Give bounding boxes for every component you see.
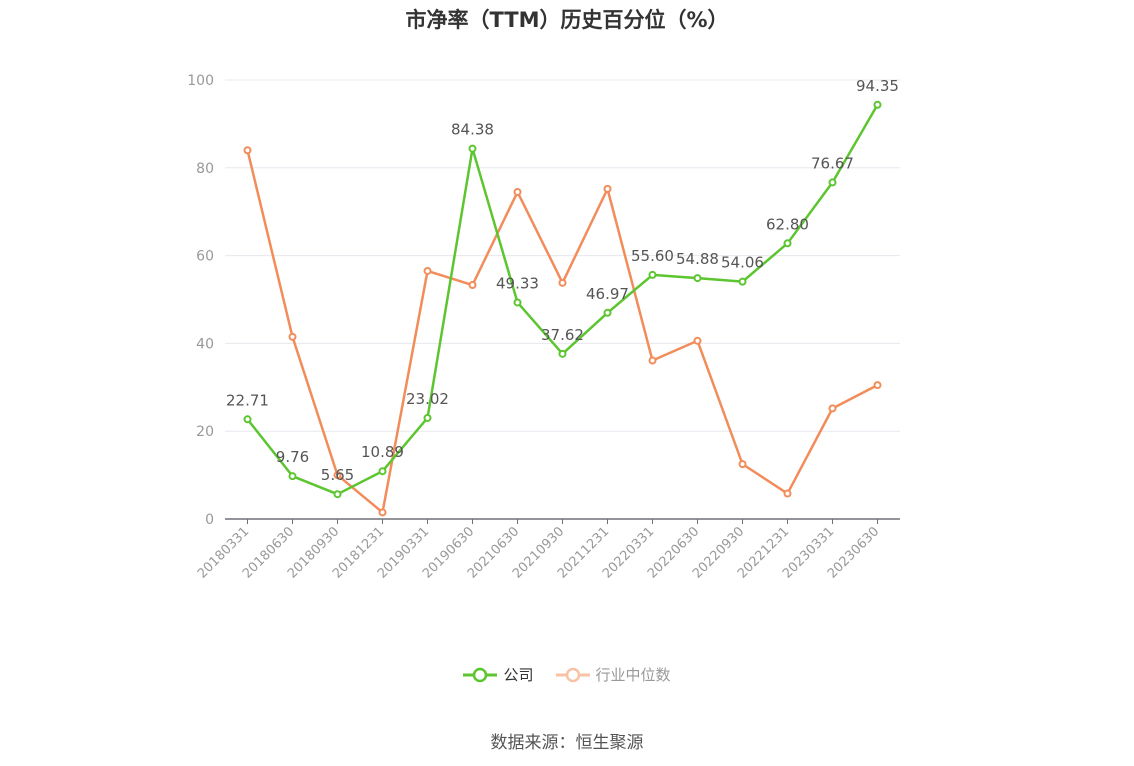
y-axis-ticks: 0 20 40 60 80 100: [187, 73, 214, 528]
y-tick-label: 40: [196, 336, 214, 352]
data-point[interactable]: [378, 467, 387, 476]
data-label: 84.38: [451, 121, 494, 139]
data-point[interactable]: [738, 460, 747, 469]
data-point[interactable]: [648, 270, 657, 279]
data-point[interactable]: [288, 332, 297, 341]
y-tick-label: 20: [196, 424, 214, 440]
data-label: 76.67: [811, 154, 854, 172]
data-label: 94.35: [856, 77, 899, 95]
data-point[interactable]: [558, 278, 567, 287]
data-point[interactable]: [738, 277, 747, 286]
legend-item-company[interactable]: 公司: [463, 664, 534, 685]
data-label: 62.80: [766, 215, 809, 233]
data-label: 49.33: [496, 274, 539, 292]
data-point[interactable]: [828, 178, 837, 187]
data-label: 5.65: [321, 466, 354, 484]
data-label: 54.88: [676, 250, 719, 268]
series-line: [246, 104, 879, 496]
data-point[interactable]: [783, 489, 792, 498]
data-point[interactable]: [468, 144, 477, 153]
data-label: 37.62: [541, 326, 584, 344]
data-point[interactable]: [603, 184, 612, 193]
legend-industry-swatch-icon: [555, 667, 590, 682]
data-point[interactable]: [603, 308, 612, 317]
data-point[interactable]: [873, 381, 882, 390]
data-label: 23.02: [406, 390, 449, 408]
data-labels: 22.71 9.76 5.65 10.89 23.02 84.38 49.33 37.62 46…: [226, 77, 899, 484]
data-point[interactable]: [243, 415, 252, 424]
x-axis-ticks: 2018033120180630201809302018123120190331…: [195, 519, 882, 582]
data-label: 54.06: [721, 254, 764, 272]
y-tick-label: 80: [196, 161, 214, 177]
y-tick-label: 60: [196, 249, 214, 265]
data-point[interactable]: [828, 404, 837, 413]
y-tick-label: 100: [187, 73, 214, 89]
legend-item-industry[interactable]: 行业中位数: [555, 664, 671, 685]
data-point[interactable]: [423, 413, 432, 422]
series-layer: [243, 100, 882, 517]
data-label: 10.89: [361, 443, 404, 461]
data-point[interactable]: [783, 239, 792, 248]
data-point[interactable]: [513, 187, 522, 196]
data-point[interactable]: [288, 472, 297, 481]
data-point[interactable]: [513, 298, 522, 307]
data-point[interactable]: [333, 471, 342, 480]
data-point[interactable]: [693, 274, 702, 283]
data-point[interactable]: [558, 349, 567, 358]
data-point[interactable]: [378, 508, 387, 517]
data-label: 9.76: [276, 448, 309, 466]
data-point[interactable]: [468, 281, 477, 290]
data-point[interactable]: [873, 100, 882, 109]
data-point[interactable]: [333, 490, 342, 499]
series-company: [243, 100, 882, 499]
legend-industry-label: 行业中位数: [595, 666, 671, 684]
data-source: 数据来源：恒生聚源: [490, 733, 644, 753]
y-tick-label: 0: [205, 512, 214, 528]
grid-lines: [225, 79, 900, 432]
data-label: 22.71: [226, 391, 269, 409]
chart-title: 市净率（TTM）历史百分位（%）: [405, 8, 729, 32]
legend: 公司 行业中位数: [0, 664, 1134, 685]
data-label: 46.97: [586, 285, 629, 303]
data-point[interactable]: [693, 336, 702, 345]
data-point[interactable]: [648, 356, 657, 365]
data-point[interactable]: [243, 146, 252, 155]
legend-company-swatch-icon: [463, 667, 498, 682]
data-label: 55.60: [631, 247, 674, 265]
legend-company-label: 公司: [503, 666, 534, 684]
data-point[interactable]: [423, 266, 432, 275]
